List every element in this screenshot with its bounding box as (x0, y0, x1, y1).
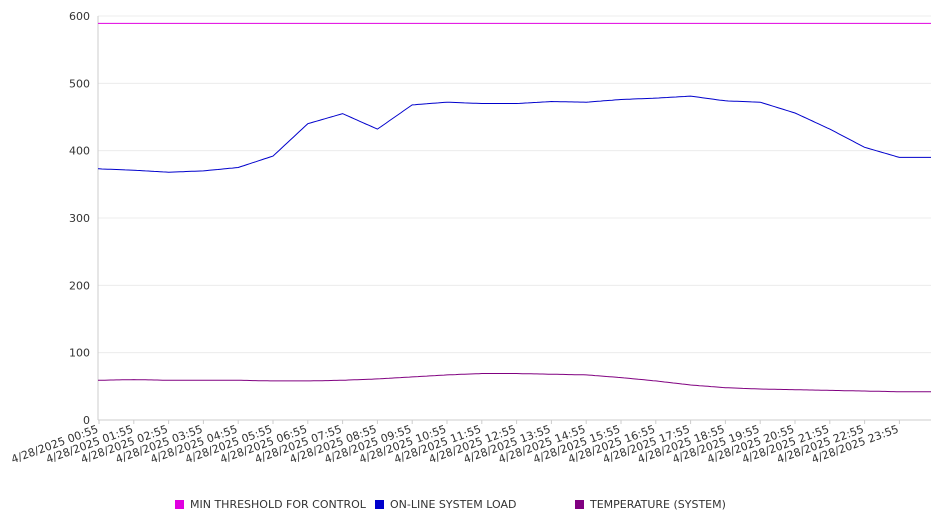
series-lines (98, 22, 931, 393)
y-axis-ticks: 0 100 200 300 400 500 600 (69, 10, 90, 427)
series-line-temperature (98, 373, 931, 393)
legend-label-temperature: TEMPERATURE (SYSTEM) (590, 498, 726, 511)
y-tick-label-300: 300 (69, 212, 90, 225)
x-axis-ticks: 4/28/2025 00:554/28/2025 01:554/28/2025 … (9, 420, 900, 466)
legend-item-system-load[interactable]: ON-LINE SYSTEM LOAD (375, 498, 516, 511)
legend-item-min-threshold[interactable]: MIN THRESHOLD FOR CONTROL (175, 498, 366, 511)
legend: MIN THRESHOLD FOR CONTROL ON-LINE SYSTEM… (0, 498, 946, 514)
legend-swatch-min-threshold (175, 500, 184, 509)
y-tick-label-600: 600 (69, 10, 90, 23)
grid-lines (98, 15, 931, 354)
y-tick-label-500: 500 (69, 77, 90, 90)
legend-swatch-temperature (575, 500, 584, 509)
legend-item-temperature[interactable]: TEMPERATURE (SYSTEM) (575, 498, 726, 511)
legend-label-system-load: ON-LINE SYSTEM LOAD (390, 498, 517, 511)
legend-swatch-system-load (375, 500, 384, 509)
series-line-system-load (98, 95, 931, 173)
y-tick-label-200: 200 (69, 279, 90, 292)
y-tick-label-0: 0 (83, 414, 90, 427)
y-tick-label-400: 400 (69, 145, 90, 158)
legend-label-min-threshold: MIN THRESHOLD FOR CONTROL (190, 498, 366, 511)
axes (97, 16, 931, 421)
y-tick-label-100: 100 (69, 347, 90, 360)
